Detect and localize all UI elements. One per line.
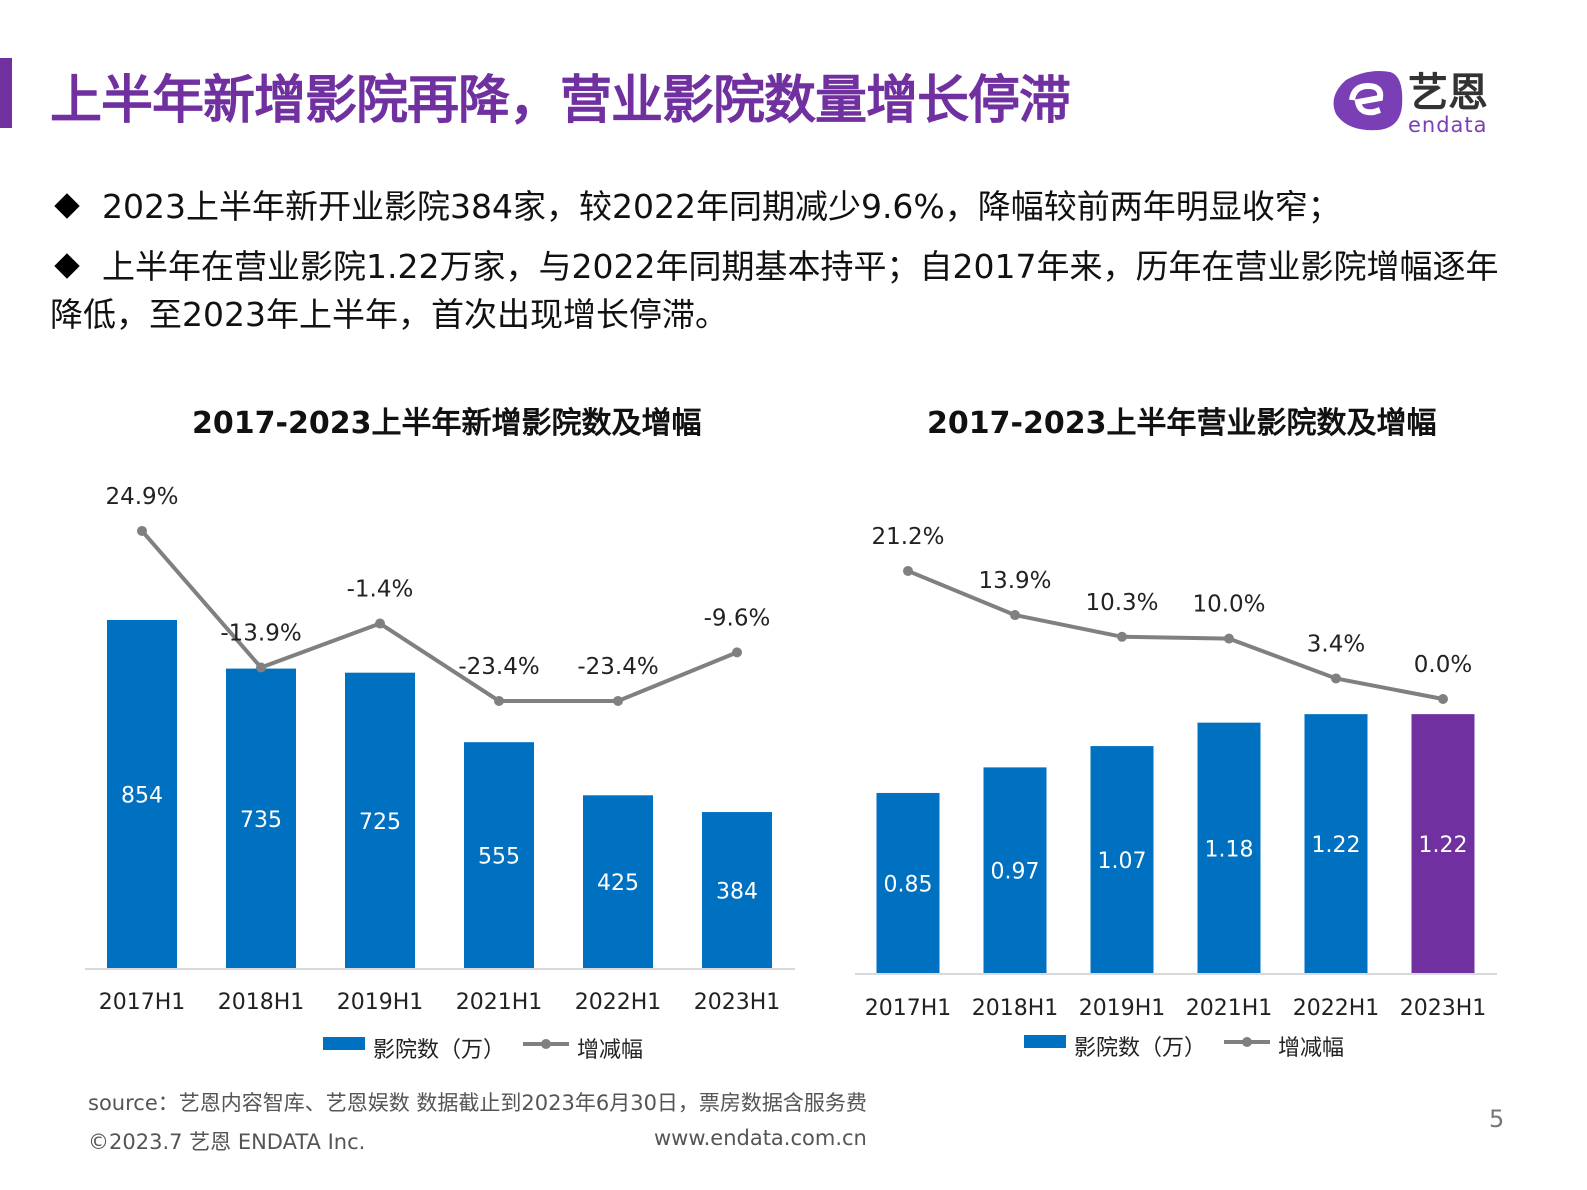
legend-bar-swatch bbox=[1024, 1035, 1066, 1048]
bullet-list: 2023上半年新开业影院384家，较2022年同期减少9.6%，降幅较前两年明显… bbox=[50, 183, 1530, 351]
chart-title-operating-cinemas: 2017-2023上半年营业影院数及增幅 bbox=[927, 406, 1437, 441]
legend-bar-label: 影院数（万） bbox=[373, 1038, 505, 1063]
growth-line bbox=[907, 569, 1444, 701]
growth-value-label: -23.4% bbox=[577, 654, 658, 680]
website-link[interactable]: www.endata.com.cn bbox=[654, 1126, 867, 1150]
growth-line bbox=[140, 529, 738, 703]
growth-point bbox=[1224, 633, 1234, 644]
growth-point bbox=[1331, 673, 1341, 684]
bullet-item: 2023上半年新开业影院384家，较2022年同期减少9.6%，降幅较前两年明显… bbox=[50, 183, 1530, 231]
x-tick-label: 2019H1 bbox=[1079, 996, 1166, 1021]
legend-bar-swatch bbox=[323, 1037, 365, 1050]
growth-point bbox=[1010, 610, 1020, 621]
bar-value-label: 555 bbox=[478, 845, 520, 870]
chart-title-new-cinemas: 2017-2023上半年新增影院数及增幅 bbox=[192, 406, 702, 441]
bar bbox=[464, 742, 534, 969]
growth-point bbox=[613, 695, 623, 706]
bar-value-label: 1.22 bbox=[1312, 833, 1361, 858]
growth-value-label: 0.0% bbox=[1414, 652, 1472, 678]
growth-value-label: -23.4% bbox=[458, 654, 539, 680]
growth-value-label: 21.2% bbox=[871, 524, 944, 550]
growth-value-label: 10.0% bbox=[1192, 592, 1265, 618]
x-tick-label: 2021H1 bbox=[1186, 996, 1273, 1021]
legend-bar-label: 影院数（万） bbox=[1074, 1036, 1206, 1061]
x-tick-label: 2018H1 bbox=[972, 996, 1059, 1021]
bullet-item: 上半年在营业影院1.22万家，与2022年同期基本持平；自2017年来，历年在营… bbox=[50, 243, 1530, 339]
bar bbox=[702, 812, 772, 969]
growth-value-label: -1.4% bbox=[347, 577, 414, 603]
growth-point bbox=[1117, 631, 1127, 642]
bar bbox=[583, 795, 653, 969]
bar bbox=[1090, 746, 1154, 974]
legend-line-label: 增减幅 bbox=[577, 1038, 643, 1063]
growth-point bbox=[494, 695, 504, 706]
bar bbox=[983, 767, 1047, 974]
legend-line-marker bbox=[541, 1039, 551, 1049]
logo-graphic: 艺恩 endata bbox=[1333, 70, 1488, 136]
growth-value-label: 24.9% bbox=[105, 484, 178, 510]
bar bbox=[1411, 714, 1475, 974]
bar-value-label: 0.85 bbox=[884, 872, 933, 897]
bar bbox=[1304, 714, 1368, 974]
growth-value-label: -9.6% bbox=[704, 605, 771, 631]
bar-value-label: 854 bbox=[121, 783, 163, 808]
x-tick-label: 2023H1 bbox=[1400, 996, 1487, 1021]
bar-value-label: 384 bbox=[716, 880, 758, 905]
x-tick-label: 2022H1 bbox=[1293, 996, 1380, 1021]
bar bbox=[107, 619, 177, 969]
endata-logo: 艺恩 endata bbox=[1328, 66, 1513, 136]
legend-line-label: 增减幅 bbox=[1278, 1036, 1344, 1061]
growth-point bbox=[137, 525, 147, 536]
bar-value-label: 1.07 bbox=[1098, 849, 1147, 874]
growth-value-label: -13.9% bbox=[220, 621, 301, 647]
bar-value-label: 725 bbox=[359, 810, 401, 835]
growth-point bbox=[256, 662, 266, 673]
page-number: 5 bbox=[1489, 1105, 1505, 1133]
bar-value-label: 0.97 bbox=[991, 860, 1040, 885]
x-tick-label: 2017H1 bbox=[865, 996, 952, 1021]
x-tick-label: 2023H1 bbox=[694, 990, 781, 1015]
growth-point bbox=[903, 565, 913, 576]
bar bbox=[876, 792, 940, 974]
svg-text:艺恩: 艺恩 bbox=[1408, 70, 1488, 116]
bar bbox=[1197, 722, 1261, 974]
x-tick-label: 2021H1 bbox=[456, 990, 543, 1015]
growth-point bbox=[732, 647, 742, 658]
bar-value-label: 735 bbox=[240, 808, 282, 833]
growth-point bbox=[375, 618, 385, 629]
bar-value-label: 425 bbox=[597, 871, 639, 896]
x-tick-label: 2019H1 bbox=[337, 990, 424, 1015]
growth-value-label: 10.3% bbox=[1085, 590, 1158, 616]
x-tick-label: 2018H1 bbox=[218, 990, 305, 1015]
bar bbox=[345, 672, 415, 969]
legend-line-marker bbox=[1242, 1037, 1252, 1047]
title-accent-bar bbox=[0, 58, 12, 128]
bar-value-label: 1.18 bbox=[1205, 837, 1254, 862]
copyright: ©2023.7 艺恩 ENDATA Inc. bbox=[88, 1130, 366, 1154]
x-tick-label: 2017H1 bbox=[99, 990, 186, 1015]
x-tick-label: 2022H1 bbox=[575, 990, 662, 1015]
growth-value-label: 13.9% bbox=[978, 568, 1051, 594]
bar-value-label: 1.22 bbox=[1419, 833, 1468, 858]
bullet-text: 上半年在营业影院1.22万家，与2022年同期基本持平；自2017年来，历年在营… bbox=[50, 247, 1499, 334]
growth-value-label: 3.4% bbox=[1307, 631, 1365, 657]
growth-point bbox=[1438, 694, 1448, 704]
page-title: 上半年新增影院再降，营业影院数量增长停滞 bbox=[50, 71, 1071, 131]
bullet-text: 2023上半年新开业影院384家，较2022年同期减少9.6%，降幅较前两年明显… bbox=[102, 187, 1341, 226]
source-note: source：艺恩内容智库、艺恩娱数 数据截止到2023年6月30日，票房数据含… bbox=[88, 1091, 867, 1115]
svg-text:endata: endata bbox=[1408, 113, 1488, 136]
bar bbox=[226, 668, 296, 969]
